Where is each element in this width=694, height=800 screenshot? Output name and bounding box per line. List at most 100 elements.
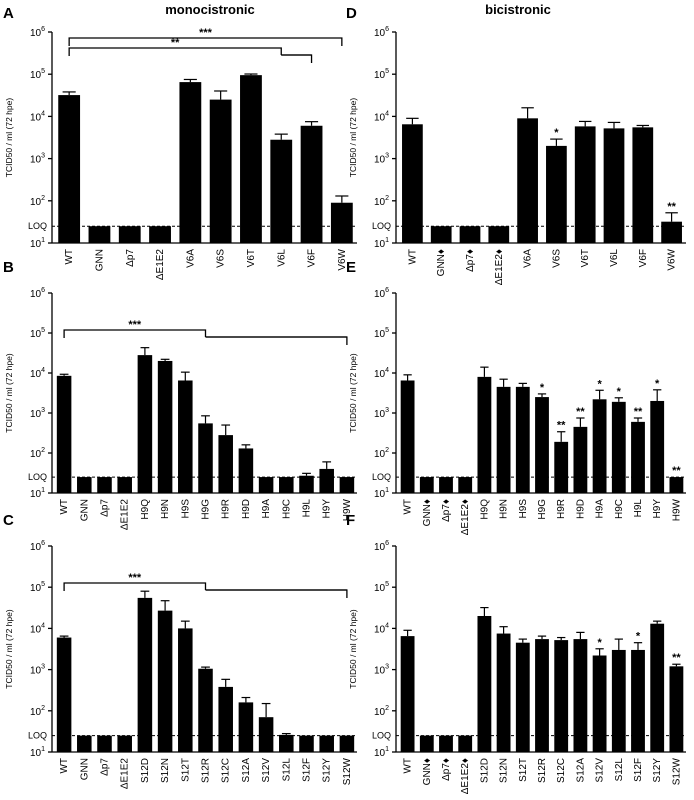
panel-d: D TCID50 / ml (72 hpe) 101 102 103 104 105 106 L… xyxy=(346,5,686,285)
x-tick-label: Δp7 xyxy=(100,499,111,517)
significance-marker: ** xyxy=(557,420,566,432)
x-tick-label: WT xyxy=(59,499,70,515)
bar-H9N xyxy=(157,360,173,493)
bar-H9R xyxy=(218,435,233,493)
y-tick-label: 106 xyxy=(30,540,45,553)
bar-H9Q xyxy=(137,355,153,493)
panel-e: E TCID50 / ml (72 hpe) 101 102 103 104 105 106 L… xyxy=(346,259,686,535)
x-tick-label: S12A xyxy=(241,758,252,783)
bar-ΔE1E2 xyxy=(117,735,132,752)
loq-label: LOQ xyxy=(28,472,47,482)
x-tick-label: H9W xyxy=(342,498,353,521)
bar-H9S xyxy=(515,386,530,493)
x-tick-label: V6A xyxy=(523,249,534,268)
x-tick-label: H9L xyxy=(302,499,313,518)
y-tick-label: 104 xyxy=(30,367,45,380)
x-tick-label: V6W xyxy=(667,248,678,270)
x-tick-label: S12T xyxy=(180,758,191,782)
y-tick-label: 105 xyxy=(374,581,389,594)
bar-S12V xyxy=(592,655,607,752)
bar-S12V xyxy=(258,717,274,752)
y-tick-label: 105 xyxy=(30,581,45,594)
x-tick-label: H9Y xyxy=(322,499,333,519)
x-tick-label: GNN xyxy=(94,249,105,271)
x-tick-label: S12V xyxy=(261,758,272,783)
y-tick-label: 103 xyxy=(30,407,45,420)
significance-marker: * xyxy=(655,378,660,390)
bar-V6W xyxy=(330,202,353,243)
bar-V6A xyxy=(517,118,538,243)
bar-H9S xyxy=(178,380,193,493)
y-tick-label: 101 xyxy=(374,746,389,759)
x-tick-label: Δp7♦ xyxy=(465,249,476,272)
x-tick-label: Δp7♦ xyxy=(441,499,452,522)
bar-ΔE1E2♦ xyxy=(458,477,473,493)
x-tick-label: ΔE1E2♦ xyxy=(460,499,471,535)
bracket-label: *** xyxy=(128,572,142,584)
x-tick-label: GNN♦ xyxy=(422,499,433,526)
x-tick-label: H9G xyxy=(537,499,548,520)
bar-V6A xyxy=(179,82,202,243)
x-tick-label: GNN♦ xyxy=(422,758,433,785)
x-tick-label: H9L xyxy=(633,499,644,518)
x-tick-label: WT xyxy=(64,249,75,265)
panel-c: C TCID50 / ml (72 hpe) 101 102 103 104 105 106 L… xyxy=(3,512,357,789)
x-tick-label: S12W xyxy=(342,757,353,785)
y-tick-label: 103 xyxy=(374,664,389,677)
bar-GNN xyxy=(77,477,92,493)
panel-letter: B xyxy=(3,259,14,276)
bar-H9W xyxy=(339,477,355,493)
y-tick-label: 104 xyxy=(30,110,45,123)
bar-S12Y xyxy=(650,623,665,752)
y-tick-label: 106 xyxy=(30,287,45,300)
x-tick-label: H9S xyxy=(518,499,529,519)
bar-H9D xyxy=(573,426,588,493)
y-axis-label: TCID50 / ml (72 hpe) xyxy=(4,609,14,689)
bar-GNN♦ xyxy=(419,735,434,752)
panel-letter: F xyxy=(346,512,355,529)
panel-f: F TCID50 / ml (72 hpe) 101 102 103 104 105 106 L… xyxy=(346,512,686,794)
x-tick-label: S12T xyxy=(518,758,529,782)
bar-S12C xyxy=(554,640,569,752)
bar-H9C xyxy=(611,401,626,493)
bar-V6S xyxy=(546,145,567,243)
y-tick-label: 106 xyxy=(374,287,389,300)
x-tick-label: V6T xyxy=(580,249,591,267)
panel-letter: E xyxy=(346,259,356,276)
x-tick-label: H9A xyxy=(595,499,606,519)
x-tick-label: V6S xyxy=(216,249,227,268)
bar-H9L xyxy=(631,421,645,493)
bar-V6L xyxy=(603,128,625,243)
bar-V6F xyxy=(632,127,654,243)
bar-GNN xyxy=(88,226,111,243)
x-tick-label: S12W xyxy=(671,757,682,785)
significance-bracket xyxy=(68,37,343,46)
bar-V6F xyxy=(300,125,323,243)
x-tick-label: H9R xyxy=(221,499,232,519)
loq-label: LOQ xyxy=(372,221,391,231)
loq-label: LOQ xyxy=(372,472,391,482)
y-tick-label: 105 xyxy=(374,68,389,81)
y-tick-label: 102 xyxy=(374,705,389,718)
bar-ΔE1E2 xyxy=(149,226,171,243)
bar-H9A xyxy=(258,477,274,493)
x-tick-label: ΔE1E2♦ xyxy=(494,249,505,285)
bar-S12Y xyxy=(319,735,334,752)
x-tick-label: S12V xyxy=(595,758,606,783)
x-tick-label: WT xyxy=(403,499,414,515)
significance-marker: ** xyxy=(576,406,585,418)
bar-WT xyxy=(56,637,72,752)
x-tick-label: S12F xyxy=(633,758,644,782)
x-tick-label: S12L xyxy=(281,758,292,782)
significance-marker: ** xyxy=(672,652,681,664)
bar-S12T xyxy=(178,628,193,752)
x-tick-label: S12A xyxy=(575,758,586,783)
y-tick-label: 102 xyxy=(30,195,45,208)
x-tick-label: S12N xyxy=(499,758,510,783)
y-tick-label: 101 xyxy=(30,237,45,250)
column-title-bicistronic: bicistronic xyxy=(485,2,551,17)
x-tick-label: V6T xyxy=(246,249,257,267)
y-tick-label: 102 xyxy=(374,195,389,208)
bar-V6W xyxy=(661,221,682,243)
bar-H9Y xyxy=(650,400,665,493)
